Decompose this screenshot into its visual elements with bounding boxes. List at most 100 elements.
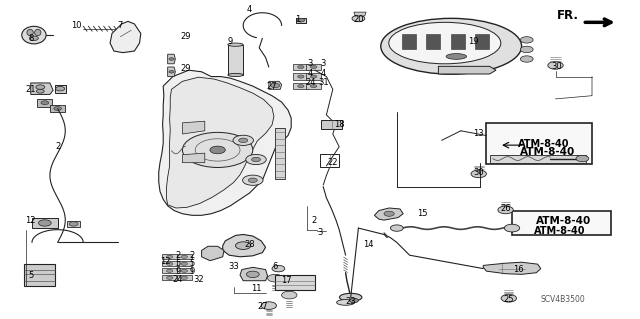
Circle shape [297, 18, 305, 22]
Circle shape [38, 220, 51, 226]
Text: 23: 23 [346, 297, 356, 306]
Text: 20: 20 [353, 15, 364, 24]
Text: 27: 27 [267, 82, 277, 91]
Polygon shape [177, 254, 192, 259]
Circle shape [181, 269, 188, 272]
Circle shape [239, 138, 248, 143]
Circle shape [181, 255, 188, 258]
Text: 5: 5 [28, 271, 33, 280]
Circle shape [36, 85, 45, 89]
Text: 12: 12 [26, 216, 36, 225]
Text: 6: 6 [273, 262, 278, 271]
Polygon shape [162, 261, 177, 266]
Text: 9: 9 [228, 37, 233, 46]
Circle shape [252, 157, 260, 162]
Circle shape [248, 178, 257, 182]
Bar [32, 218, 58, 228]
Text: 28: 28 [244, 240, 255, 249]
Circle shape [261, 302, 276, 309]
Polygon shape [223, 234, 266, 257]
Circle shape [576, 155, 589, 162]
Polygon shape [168, 54, 175, 64]
Bar [451, 34, 465, 49]
Text: 26: 26 [500, 204, 511, 213]
Circle shape [56, 86, 65, 91]
Polygon shape [110, 21, 141, 53]
Circle shape [169, 58, 174, 60]
Text: 12: 12 [160, 257, 170, 266]
Circle shape [352, 15, 365, 22]
Text: 18: 18 [334, 120, 344, 129]
Circle shape [54, 107, 61, 110]
Polygon shape [31, 83, 53, 94]
Text: 15: 15 [417, 209, 428, 218]
Text: ATM-8-40: ATM-8-40 [520, 146, 575, 157]
Circle shape [181, 276, 188, 279]
Polygon shape [177, 261, 192, 266]
Text: 13: 13 [474, 130, 484, 138]
Polygon shape [202, 246, 224, 261]
Circle shape [310, 75, 317, 78]
Text: 24: 24 [173, 275, 183, 284]
Polygon shape [166, 77, 274, 208]
Ellipse shape [446, 54, 467, 59]
Circle shape [298, 75, 304, 78]
Text: 14: 14 [363, 240, 373, 249]
Bar [402, 34, 416, 49]
Circle shape [182, 132, 253, 167]
Ellipse shape [35, 29, 41, 36]
Text: 9: 9 [189, 267, 195, 276]
Polygon shape [354, 12, 366, 16]
Circle shape [310, 85, 317, 88]
Circle shape [520, 46, 533, 53]
Text: 4: 4 [321, 69, 326, 78]
Circle shape [310, 65, 317, 69]
Text: 2: 2 [189, 251, 195, 260]
Polygon shape [269, 81, 282, 89]
Text: 29: 29 [180, 64, 191, 73]
Polygon shape [293, 64, 308, 70]
Text: 1: 1 [295, 15, 300, 24]
Polygon shape [162, 275, 177, 280]
Polygon shape [162, 254, 177, 259]
Text: 30: 30 [474, 168, 484, 177]
Polygon shape [374, 208, 403, 220]
Circle shape [272, 265, 285, 272]
Polygon shape [182, 121, 205, 134]
Text: 10: 10 [72, 21, 82, 30]
Ellipse shape [22, 26, 46, 44]
Bar [512, 211, 611, 235]
Ellipse shape [27, 29, 33, 36]
Circle shape [271, 83, 280, 88]
Text: 8: 8 [28, 34, 33, 43]
Polygon shape [483, 262, 541, 274]
Circle shape [166, 269, 173, 272]
Polygon shape [37, 99, 52, 107]
Ellipse shape [228, 73, 243, 77]
Circle shape [169, 70, 174, 73]
Text: 16: 16 [513, 265, 524, 274]
Polygon shape [177, 268, 192, 273]
Circle shape [501, 294, 516, 302]
Bar [228, 45, 243, 75]
Text: 5: 5 [189, 259, 195, 268]
Bar [475, 34, 489, 49]
Circle shape [29, 36, 38, 41]
Bar [426, 34, 440, 49]
Polygon shape [67, 221, 80, 227]
Text: 27: 27 [257, 302, 268, 311]
Text: ATM-8-40: ATM-8-40 [518, 138, 570, 149]
Polygon shape [490, 155, 586, 163]
Circle shape [498, 206, 513, 214]
Circle shape [181, 262, 188, 265]
Text: 17: 17 [282, 276, 292, 285]
Polygon shape [306, 83, 321, 89]
Polygon shape [275, 128, 285, 179]
Circle shape [246, 154, 266, 165]
Text: 25: 25 [504, 295, 514, 304]
Text: 2: 2 [175, 251, 180, 260]
Polygon shape [182, 153, 205, 163]
Text: 30: 30 [552, 63, 562, 71]
Ellipse shape [337, 300, 355, 305]
Circle shape [298, 65, 304, 69]
